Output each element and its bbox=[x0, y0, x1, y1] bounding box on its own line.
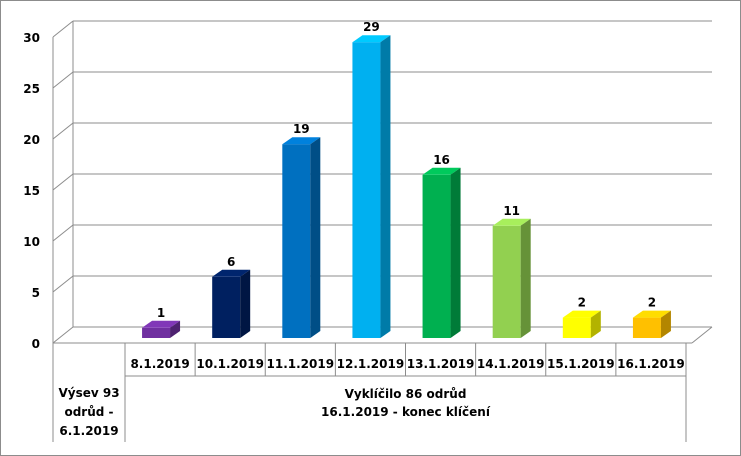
x-tick-label: 13.1.2019 bbox=[407, 357, 475, 371]
bar bbox=[632, 310, 671, 338]
wall-gridline-30 bbox=[52, 20, 74, 38]
x-tick-label: 15.1.2019 bbox=[547, 357, 615, 371]
bar-top bbox=[422, 167, 461, 175]
group-label-line: odrůd - bbox=[64, 405, 113, 419]
x-tick-label: 10.1.2019 bbox=[196, 357, 264, 371]
bar-side bbox=[590, 310, 601, 338]
wall-gridline-10 bbox=[52, 224, 74, 242]
data-label: 2 bbox=[648, 296, 656, 310]
bar-side bbox=[170, 320, 181, 338]
y-tick-label: 0 bbox=[32, 337, 40, 351]
x-axis: 8.1.2019 10.1.2019 11.1.2019 12.1.2019 13.1.… bbox=[52, 343, 687, 442]
bars bbox=[142, 35, 671, 338]
y-tick-label: 15 bbox=[23, 184, 40, 198]
data-label: 11 bbox=[503, 204, 520, 218]
bar-top bbox=[492, 218, 531, 226]
wall-gridline-5 bbox=[52, 275, 74, 293]
bar-front bbox=[422, 174, 451, 338]
data-label: 19 bbox=[293, 122, 310, 136]
bar-side bbox=[660, 310, 671, 338]
group-label-line: Vyklíčilo 86 odrůd bbox=[345, 387, 467, 401]
y-tick-label: 30 bbox=[23, 31, 40, 45]
y-tick-label: 20 bbox=[23, 133, 40, 147]
wall-gridline-25 bbox=[52, 71, 74, 89]
data-label: 29 bbox=[363, 20, 380, 34]
bar-side bbox=[380, 35, 391, 338]
data-label: 1 bbox=[157, 306, 165, 320]
data-label: 2 bbox=[578, 296, 586, 310]
bar-top bbox=[632, 310, 671, 318]
bar-front bbox=[632, 317, 661, 338]
x-tick-label: 12.1.2019 bbox=[337, 357, 405, 371]
bar-top bbox=[142, 320, 181, 328]
bar-side bbox=[520, 218, 531, 338]
x-tick-label: 11.1.2019 bbox=[267, 357, 335, 371]
bar-front bbox=[282, 144, 311, 338]
bar bbox=[422, 167, 461, 338]
floor-right-edge bbox=[691, 326, 713, 344]
bar-front bbox=[212, 276, 241, 338]
bar-side bbox=[240, 269, 251, 338]
y-tick-label: 10 bbox=[23, 235, 40, 249]
bar-side bbox=[310, 137, 321, 338]
data-label: 16 bbox=[433, 153, 450, 167]
bar bbox=[212, 269, 251, 338]
bar bbox=[562, 310, 601, 338]
bar bbox=[282, 137, 321, 338]
bar-front bbox=[142, 327, 171, 338]
group-labels: Výsev 93 odrůd - 6.1.2019 Vyklíčilo 86 odrů… bbox=[58, 386, 490, 438]
wall-gridline-0 bbox=[52, 326, 74, 344]
x-tick-label: 16.1.2019 bbox=[617, 357, 685, 371]
y-tick-label: 5 bbox=[32, 286, 40, 300]
bar-front bbox=[492, 225, 521, 338]
wall-gridline-15 bbox=[52, 173, 74, 191]
y-axis: 0 5 10 15 20 25 30 bbox=[23, 31, 40, 351]
bar-front bbox=[352, 42, 381, 338]
bar-front bbox=[562, 317, 591, 338]
bar-top bbox=[352, 35, 391, 43]
bar-side bbox=[450, 167, 461, 338]
x-tick-label: 14.1.2019 bbox=[477, 357, 545, 371]
group-label-line: 16.1.2019 - konec klíčení bbox=[321, 405, 491, 419]
group-label-line: Výsev 93 bbox=[58, 386, 119, 400]
bar bbox=[492, 218, 531, 338]
bar bbox=[352, 35, 391, 338]
data-label: 6 bbox=[227, 255, 235, 269]
bar-top bbox=[212, 269, 251, 277]
bar bbox=[142, 320, 181, 338]
bar-top bbox=[282, 137, 321, 145]
bar-top bbox=[562, 310, 601, 318]
x-tick-label: 8.1.2019 bbox=[130, 357, 189, 371]
wall-gridline-20 bbox=[52, 122, 74, 140]
y-tick-label: 25 bbox=[23, 82, 40, 96]
group-label-line: 6.1.2019 bbox=[59, 424, 118, 438]
